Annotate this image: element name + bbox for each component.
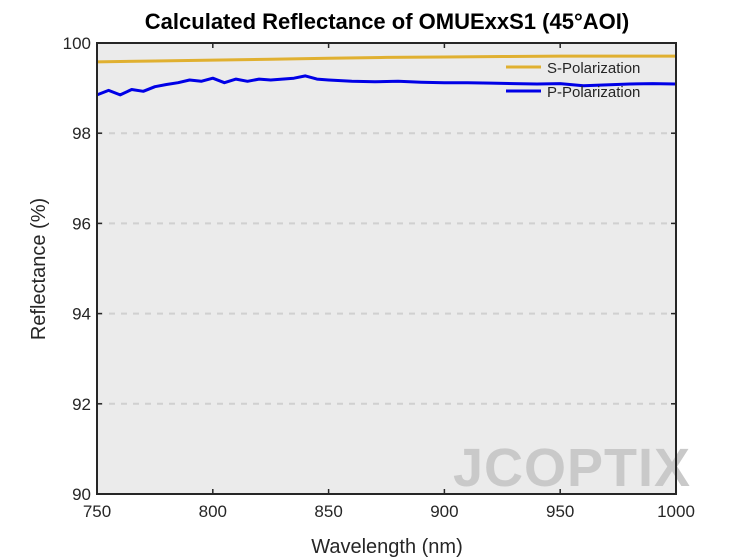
x-axis-label: Wavelength (nm) (311, 536, 463, 558)
plot-frame (96, 42, 677, 495)
y-tick-label-96: 96 (72, 214, 91, 233)
y-tick-label-100: 100 (63, 34, 91, 53)
y-tick-label-90: 90 (72, 485, 91, 504)
legend-label-s-polarization: S-Polarization (547, 60, 640, 77)
chart-title: Calculated Reflectance of OMUExxS1 (45°A… (145, 9, 629, 34)
tick-labels: 750 800 850 900 950 1000 90 92 94 96 98 100 (63, 34, 695, 521)
y-axis-label: Reflectance (%) (28, 198, 50, 340)
axis-ticks (96, 42, 677, 495)
series-line-s-polarization (96, 54, 676, 64)
legend: S-Polarization P-Polarization (506, 60, 640, 101)
x-tick-label-850: 850 (314, 502, 342, 521)
plot-area (97, 43, 676, 494)
x-tick-label-800: 800 (199, 502, 227, 521)
y-tick-label-98: 98 (72, 124, 91, 143)
watermark-logo: JCOPTIX (453, 438, 691, 498)
grid-lines (97, 132, 676, 405)
series-group (96, 54, 677, 97)
x-tick-label-950: 950 (546, 502, 574, 521)
y-tick-label-92: 92 (72, 395, 91, 414)
x-tick-label-900: 900 (430, 502, 458, 521)
x-tick-label-1000: 1000 (657, 502, 695, 521)
series-line-p-polarization (96, 74, 677, 97)
x-tick-label-750: 750 (83, 502, 111, 521)
legend-label-p-polarization: P-Polarization (547, 84, 640, 101)
y-tick-label-94: 94 (72, 305, 91, 324)
